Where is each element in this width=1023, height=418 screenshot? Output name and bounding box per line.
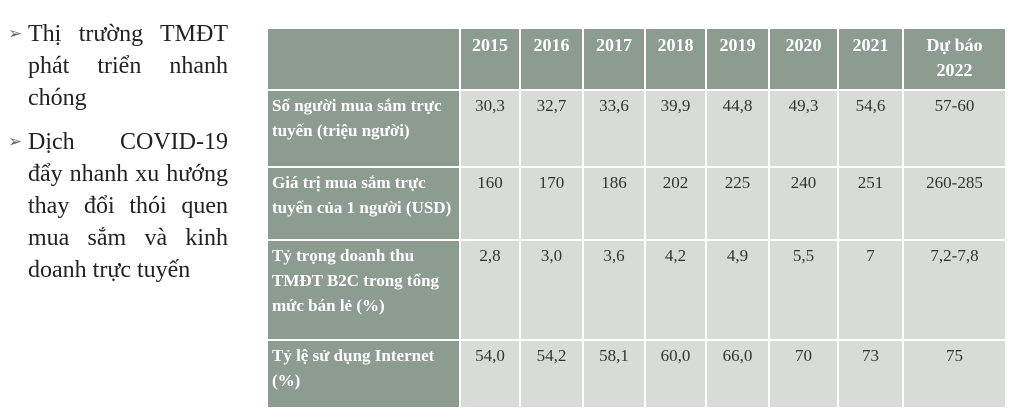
- header-cell: 2016: [519, 27, 584, 91]
- data-cell: 54,6: [837, 89, 904, 168]
- data-cell: 260-285: [902, 166, 1007, 241]
- bullet: Dịch COVID-19 đẩy nhanh xu hướng thay đổ…: [8, 126, 228, 286]
- header-cell: 2017: [582, 27, 646, 91]
- bullet-list: Thị trường TMĐT phát triển nhanh chóng Dị…: [8, 18, 228, 298]
- data-cell: 60,0: [644, 339, 707, 409]
- row-label: Giá trị mua sắm trực tuyến của 1 người (…: [266, 166, 461, 241]
- data-cell: 186: [582, 166, 646, 241]
- header-cell: 2015: [459, 27, 521, 91]
- bullet: Thị trường TMĐT phát triển nhanh chóng: [8, 18, 228, 114]
- table-row: Tỷ lệ sử dụng Internet (%) 54,0 54,2 58,1 60…: [266, 339, 1007, 409]
- data-cell: 225: [705, 166, 770, 241]
- data-cell: 2,8: [459, 239, 521, 341]
- data-cell: 58,1: [582, 339, 646, 409]
- data-cell: 7: [837, 239, 904, 341]
- data-cell: 49,3: [768, 89, 839, 168]
- data-cell: 75: [902, 339, 1007, 409]
- data-cell: 70: [768, 339, 839, 409]
- data-cell: 57-60: [902, 89, 1007, 168]
- data-cell: 170: [519, 166, 584, 241]
- data-cell: 202: [644, 166, 707, 241]
- data-cell: 33,6: [582, 89, 646, 168]
- row-label: Số người mua sắm trực tuyến (triệu người…: [266, 89, 461, 168]
- data-cell: 7,2-7,8: [902, 239, 1007, 341]
- data-cell: 5,5: [768, 239, 839, 341]
- data-cell: 3,0: [519, 239, 584, 341]
- table-row: Tỷ trọng doanh thu TMĐT B2C trong tổng m…: [266, 239, 1007, 341]
- stats-table: 2015 2016 2017 2018 2019 2020 2021 Dự báo 2022 S…: [266, 27, 1007, 409]
- data-cell: 32,7: [519, 89, 584, 168]
- header-cell: 2019: [705, 27, 770, 91]
- data-cell: 251: [837, 166, 904, 241]
- header-cell: 2020: [768, 27, 839, 91]
- data-cell: 4,2: [644, 239, 707, 341]
- header-cell: 2018: [644, 27, 707, 91]
- header-cell: 2021: [837, 27, 904, 91]
- header-row: 2015 2016 2017 2018 2019 2020 2021 Dự báo 2022: [266, 27, 1007, 91]
- data-cell: 66,0: [705, 339, 770, 409]
- row-label: Tỷ lệ sử dụng Internet (%): [266, 339, 461, 409]
- data-cell: 54,2: [519, 339, 584, 409]
- table-row: Số người mua sắm trực tuyến (triệu người…: [266, 89, 1007, 168]
- data-cell: 4,9: [705, 239, 770, 341]
- data-cell: 54,0: [459, 339, 521, 409]
- data-cell: 44,8: [705, 89, 770, 168]
- data-cell: 73: [837, 339, 904, 409]
- data-cell: 30,3: [459, 89, 521, 168]
- row-label: Tỷ trọng doanh thu TMĐT B2C trong tổng m…: [266, 239, 461, 341]
- table-row: Giá trị mua sắm trực tuyến của 1 người (…: [266, 166, 1007, 241]
- data-cell: 3,6: [582, 239, 646, 341]
- data-cell: 240: [768, 166, 839, 241]
- corner-cell: [266, 27, 461, 91]
- data-cell: 160: [459, 166, 521, 241]
- header-cell: Dự báo 2022: [902, 27, 1007, 91]
- data-cell: 39,9: [644, 89, 707, 168]
